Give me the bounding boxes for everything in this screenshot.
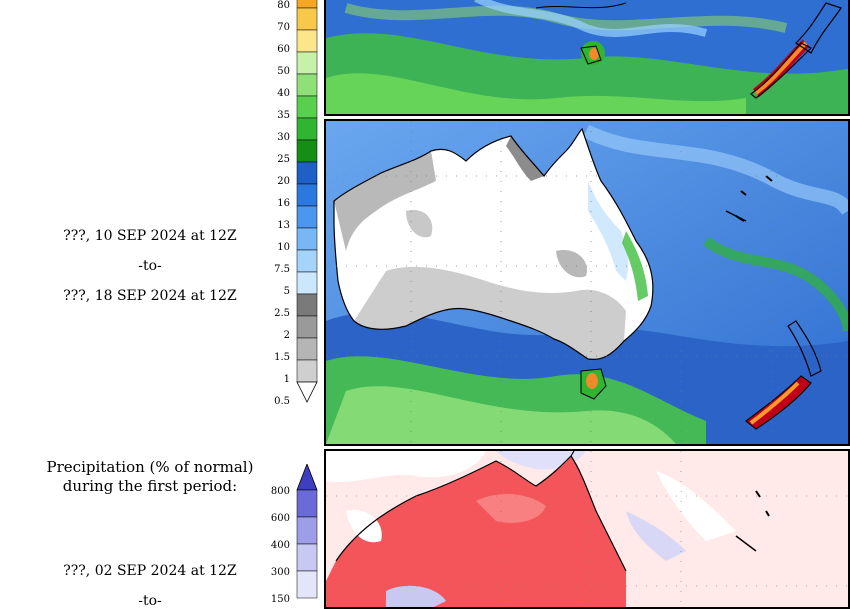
map-panel-middle bbox=[324, 119, 850, 446]
colorbar-band bbox=[296, 161, 318, 185]
colorbar-band bbox=[296, 51, 318, 75]
period-end-label: ???, 18 SEP 2024 at 12Z bbox=[63, 288, 237, 304]
colorbar-tick-label: 70 bbox=[277, 22, 290, 33]
anomaly-colorbar-band bbox=[296, 543, 318, 572]
precipitation-colorbar bbox=[296, 0, 318, 420]
anomaly-colorbar-tick-label: 600 bbox=[270, 513, 290, 524]
colorbar-tick-label: 2.5 bbox=[274, 308, 290, 319]
colorbar-band bbox=[296, 139, 318, 163]
anomaly-colorbar-tick-label: 400 bbox=[270, 540, 290, 551]
colorbar-tick-label: 20 bbox=[277, 176, 290, 187]
precip-map-middle bbox=[326, 121, 848, 444]
anomaly-title-line1: Precipitation (% of normal) bbox=[46, 458, 254, 476]
colorbar-tick-label: 35 bbox=[277, 110, 290, 121]
anomaly-colorbar-svg bbox=[296, 464, 318, 599]
colorbar-band bbox=[296, 0, 318, 9]
colorbar-band bbox=[296, 117, 318, 141]
anomaly-title: Precipitation (% of normal) during the f… bbox=[30, 458, 270, 496]
colorbar-tick-label: 2 bbox=[283, 330, 290, 341]
colorbar-band bbox=[296, 271, 318, 295]
colorbar-band bbox=[296, 183, 318, 207]
colorbar-band bbox=[296, 293, 318, 317]
anomaly-period-start-label: ???, 02 SEP 2024 at 12Z bbox=[63, 563, 237, 579]
colorbar-band bbox=[296, 73, 318, 97]
anomaly-colorbar-band bbox=[296, 489, 318, 518]
anomaly-colorbar-band bbox=[296, 570, 318, 599]
colorbar-band-arrow bbox=[296, 381, 318, 403]
colorbar-tick-label: 25 bbox=[277, 154, 290, 165]
colorbar-band bbox=[296, 205, 318, 229]
colorbar-tick-label: 80 bbox=[277, 0, 290, 11]
colorbar-tick-label: 60 bbox=[277, 44, 290, 55]
map-panel-top bbox=[324, 0, 850, 116]
colorbar-tick-label: 1 bbox=[283, 374, 290, 385]
colorbar-band bbox=[296, 95, 318, 119]
precip-map-top bbox=[326, 0, 848, 114]
colorbar-tick-label: 50 bbox=[277, 66, 290, 77]
anomaly-period-separator: -to- bbox=[138, 593, 162, 609]
colorbar-tick-label: 5 bbox=[283, 286, 290, 297]
colorbar-tick-label: 10 bbox=[277, 242, 290, 253]
colorbar-band bbox=[296, 337, 318, 361]
anomaly-colorbar bbox=[296, 464, 318, 604]
precipitation-colorbar-svg bbox=[296, 0, 318, 403]
period-separator: -to- bbox=[138, 258, 162, 274]
colorbar-tick-label: 30 bbox=[277, 132, 290, 143]
anomaly-colorbar-band bbox=[296, 516, 318, 545]
anomaly-colorbar-tick-label: 800 bbox=[270, 486, 290, 497]
anomaly-title-line2: during the first period: bbox=[62, 477, 238, 495]
colorbar-tick-label: 1.5 bbox=[274, 352, 290, 363]
period-start-label: ???, 10 SEP 2024 at 12Z bbox=[63, 228, 237, 244]
colorbar-band bbox=[296, 7, 318, 31]
colorbar-tick-label: 13 bbox=[277, 220, 290, 231]
map-panel-bottom bbox=[324, 449, 850, 609]
colorbar-tick-label: 16 bbox=[277, 198, 290, 209]
colorbar-tick-label: 0.5 bbox=[274, 396, 290, 407]
colorbar-band bbox=[296, 227, 318, 251]
colorbar-tick-label: 40 bbox=[277, 88, 290, 99]
anomaly-colorbar-tick-label: 300 bbox=[270, 567, 290, 578]
colorbar-band bbox=[296, 249, 318, 273]
colorbar-band bbox=[296, 315, 318, 339]
colorbar-tick-label: 7.5 bbox=[274, 264, 290, 275]
colorbar-band bbox=[296, 359, 318, 383]
colorbar-band bbox=[296, 29, 318, 53]
anomaly-colorbar-arrow bbox=[296, 464, 318, 491]
anomaly-map-bottom bbox=[326, 451, 848, 607]
